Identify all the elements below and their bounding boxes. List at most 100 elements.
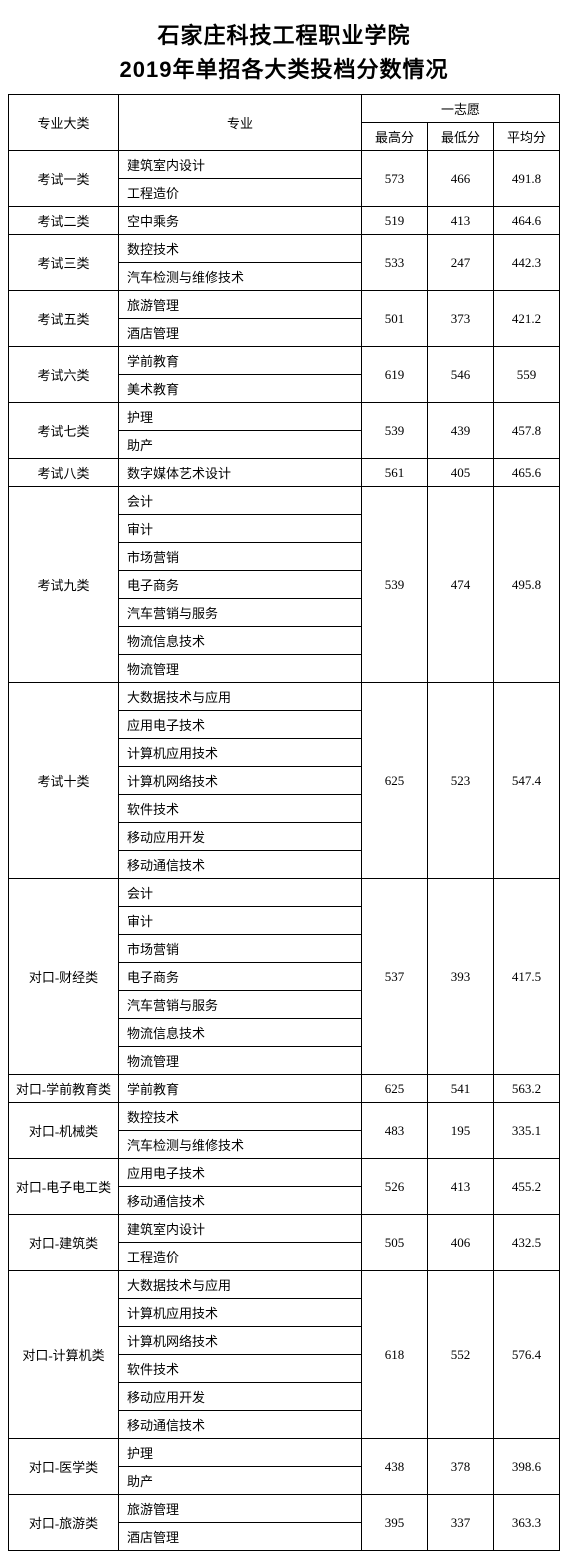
header-category: 专业大类: [9, 95, 119, 151]
max-cell: 395: [362, 1495, 428, 1551]
major-cell: 市场营销: [119, 935, 362, 963]
major-cell: 数控技术: [119, 1103, 362, 1131]
major-cell: 汽车检测与维修技术: [119, 1131, 362, 1159]
table-row: 对口-旅游类旅游管理395337363.3: [9, 1495, 560, 1523]
major-cell: 移动通信技术: [119, 851, 362, 879]
major-cell: 物流管理: [119, 655, 362, 683]
avg-cell: 464.6: [494, 207, 560, 235]
min-cell: 552: [428, 1271, 494, 1439]
table-row: 对口-计算机类大数据技术与应用618552576.4: [9, 1271, 560, 1299]
major-cell: 数控技术: [119, 235, 362, 263]
min-cell: 439: [428, 403, 494, 459]
table-row: 对口-机械类数控技术483195335.1: [9, 1103, 560, 1131]
min-cell: 195: [428, 1103, 494, 1159]
min-cell: 405: [428, 459, 494, 487]
max-cell: 483: [362, 1103, 428, 1159]
max-cell: 533: [362, 235, 428, 291]
major-cell: 电子商务: [119, 963, 362, 991]
table-row: 考试六类学前教育619546559: [9, 347, 560, 375]
avg-cell: 576.4: [494, 1271, 560, 1439]
major-cell: 汽车检测与维修技术: [119, 263, 362, 291]
major-cell: 汽车营销与服务: [119, 991, 362, 1019]
avg-cell: 495.8: [494, 487, 560, 683]
category-cell: 对口-医学类: [9, 1439, 119, 1495]
title-line2: 2019年单招各大类投档分数情况: [8, 52, 560, 84]
major-cell: 计算机网络技术: [119, 1327, 362, 1355]
avg-cell: 491.8: [494, 151, 560, 207]
max-cell: 573: [362, 151, 428, 207]
major-cell: 酒店管理: [119, 319, 362, 347]
major-cell: 大数据技术与应用: [119, 1271, 362, 1299]
min-cell: 546: [428, 347, 494, 403]
major-cell: 学前教育: [119, 347, 362, 375]
major-cell: 物流管理: [119, 1047, 362, 1075]
max-cell: 501: [362, 291, 428, 347]
category-cell: 考试八类: [9, 459, 119, 487]
table-row: 考试三类数控技术533247442.3: [9, 235, 560, 263]
category-cell: 考试七类: [9, 403, 119, 459]
min-cell: 393: [428, 879, 494, 1075]
table-row: 考试一类建筑室内设计573466491.8: [9, 151, 560, 179]
max-cell: 561: [362, 459, 428, 487]
category-cell: 对口-财经类: [9, 879, 119, 1075]
major-cell: 工程造价: [119, 1243, 362, 1271]
table-row: 考试五类旅游管理501373421.2: [9, 291, 560, 319]
major-cell: 移动通信技术: [119, 1411, 362, 1439]
major-cell: 应用电子技术: [119, 1159, 362, 1187]
major-cell: 建筑室内设计: [119, 1215, 362, 1243]
major-cell: 应用电子技术: [119, 711, 362, 739]
table-body: 考试一类建筑室内设计573466491.8工程造价考试二类空中乘务5194134…: [9, 151, 560, 1551]
avg-cell: 559: [494, 347, 560, 403]
avg-cell: 335.1: [494, 1103, 560, 1159]
major-cell: 美术教育: [119, 375, 362, 403]
table-row: 对口-建筑类建筑室内设计505406432.5: [9, 1215, 560, 1243]
category-cell: 对口-学前教育类: [9, 1075, 119, 1103]
major-cell: 计算机应用技术: [119, 739, 362, 767]
min-cell: 247: [428, 235, 494, 291]
table-row: 考试九类会计539474495.8: [9, 487, 560, 515]
avg-cell: 547.4: [494, 683, 560, 879]
max-cell: 539: [362, 487, 428, 683]
table-row: 对口-学前教育类学前教育625541563.2: [9, 1075, 560, 1103]
table-row: 考试二类空中乘务519413464.6: [9, 207, 560, 235]
avg-cell: 417.5: [494, 879, 560, 1075]
major-cell: 移动通信技术: [119, 1187, 362, 1215]
major-cell: 助产: [119, 1467, 362, 1495]
major-cell: 工程造价: [119, 179, 362, 207]
header-row-1: 专业大类 专业 一志愿: [9, 95, 560, 123]
major-cell: 软件技术: [119, 1355, 362, 1383]
avg-cell: 398.6: [494, 1439, 560, 1495]
major-cell: 酒店管理: [119, 1523, 362, 1551]
max-cell: 519: [362, 207, 428, 235]
header-major: 专业: [119, 95, 362, 151]
category-cell: 考试一类: [9, 151, 119, 207]
max-cell: 619: [362, 347, 428, 403]
min-cell: 406: [428, 1215, 494, 1271]
major-cell: 空中乘务: [119, 207, 362, 235]
major-cell: 会计: [119, 487, 362, 515]
min-cell: 373: [428, 291, 494, 347]
major-cell: 移动应用开发: [119, 823, 362, 851]
avg-cell: 421.2: [494, 291, 560, 347]
major-cell: 大数据技术与应用: [119, 683, 362, 711]
major-cell: 数字媒体艺术设计: [119, 459, 362, 487]
table-row: 考试十类大数据技术与应用625523547.4: [9, 683, 560, 711]
max-cell: 625: [362, 1075, 428, 1103]
max-cell: 539: [362, 403, 428, 459]
major-cell: 审计: [119, 907, 362, 935]
avg-cell: 442.3: [494, 235, 560, 291]
max-cell: 505: [362, 1215, 428, 1271]
max-cell: 537: [362, 879, 428, 1075]
major-cell: 物流信息技术: [119, 1019, 362, 1047]
major-cell: 建筑室内设计: [119, 151, 362, 179]
max-cell: 618: [362, 1271, 428, 1439]
major-cell: 旅游管理: [119, 1495, 362, 1523]
table-row: 对口-医学类护理438378398.6: [9, 1439, 560, 1467]
category-cell: 考试三类: [9, 235, 119, 291]
max-cell: 438: [362, 1439, 428, 1495]
avg-cell: 363.3: [494, 1495, 560, 1551]
major-cell: 会计: [119, 879, 362, 907]
major-cell: 护理: [119, 403, 362, 431]
avg-cell: 563.2: [494, 1075, 560, 1103]
min-cell: 413: [428, 1159, 494, 1215]
